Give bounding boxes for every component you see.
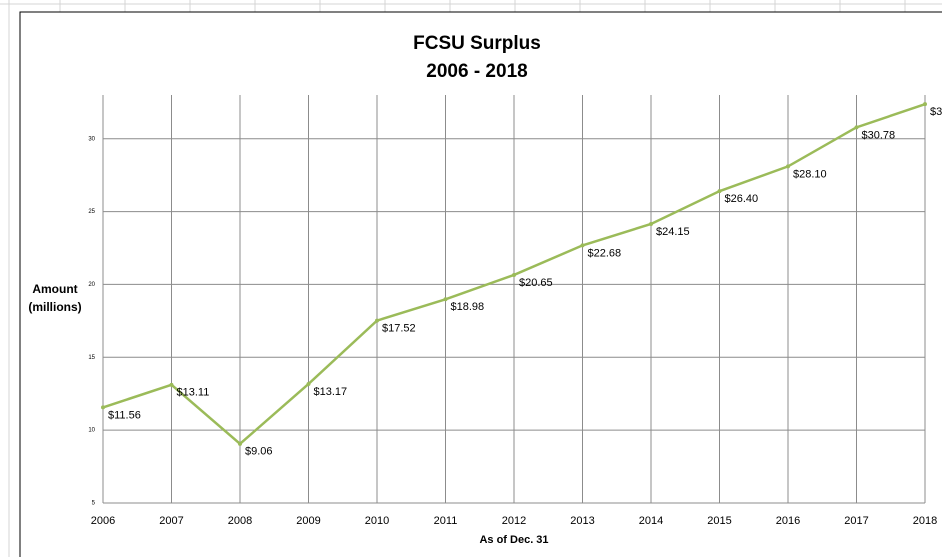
x-tick-label: 2010 — [365, 515, 389, 527]
data-point — [238, 441, 242, 446]
y-tick-label: 15 — [88, 355, 95, 361]
data-point — [443, 297, 448, 302]
data-point — [854, 125, 859, 130]
data-label: $30.78 — [862, 129, 896, 141]
data-point — [786, 164, 790, 169]
data-point — [580, 243, 585, 248]
data-label: $26.40 — [725, 193, 759, 205]
data-label: $13.11 — [177, 387, 210, 399]
y-tick-label: 25 — [88, 209, 95, 215]
x-tick-label: 2014 — [639, 515, 663, 527]
x-tick-label: 2016 — [776, 515, 800, 527]
data-point — [101, 405, 105, 410]
data-label: $18.98 — [451, 301, 485, 313]
data-point — [306, 381, 311, 386]
data-label: $11.56 — [108, 409, 141, 421]
y-tick-label: 30 — [88, 136, 95, 142]
data-label: $17.52 — [382, 322, 416, 334]
data-label: $9.06 — [245, 446, 273, 458]
y-tick-label: 10 — [88, 428, 95, 434]
x-tick-label: 2012 — [502, 515, 526, 527]
data-point — [169, 382, 174, 387]
x-tick-label: 2009 — [296, 515, 320, 527]
y-axis-title: (millions) — [28, 300, 81, 314]
data-label: $24.15 — [656, 226, 690, 238]
data-point — [717, 189, 722, 194]
data-point — [923, 102, 927, 107]
x-tick-label: 2007 — [159, 515, 183, 527]
x-axis-title: As of Dec. 31 — [479, 534, 548, 546]
data-point — [649, 221, 653, 226]
chart-title: FCSU Surplus — [413, 33, 541, 54]
y-axis-title: Amount — [32, 282, 77, 296]
x-tick-label: 2015 — [707, 515, 731, 527]
data-label: $32.37 — [930, 106, 942, 118]
data-label: $13.17 — [314, 386, 348, 398]
x-tick-label: 2017 — [844, 515, 868, 527]
data-label: $22.68 — [588, 247, 622, 259]
x-tick-label: 2006 — [91, 515, 115, 527]
x-tick-label: 2013 — [570, 515, 594, 527]
data-point — [375, 318, 379, 323]
data-label: $28.10 — [793, 168, 827, 180]
chart-subtitle: 2006 - 2018 — [426, 61, 527, 82]
x-tick-label: 2011 — [434, 515, 458, 527]
data-point — [512, 272, 516, 277]
x-tick-label: 2008 — [228, 515, 252, 527]
data-label: $20.65 — [519, 277, 553, 289]
x-tick-label: 2018 — [913, 515, 937, 527]
y-tick-label: 5 — [92, 501, 96, 507]
y-tick-label: 20 — [88, 282, 95, 288]
